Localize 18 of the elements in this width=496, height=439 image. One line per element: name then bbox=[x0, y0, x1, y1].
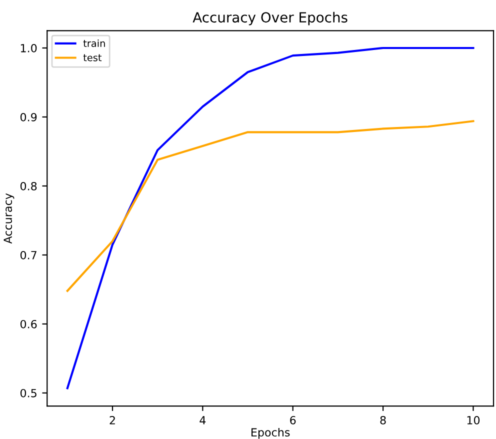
x-tick-label: 10 bbox=[467, 416, 480, 424]
y-axis-title: Accuracy bbox=[4, 193, 14, 244]
x-tick-label: 8 bbox=[380, 416, 386, 424]
chart-title: Accuracy Over Epochs bbox=[192, 12, 348, 26]
x-tick-label: 2 bbox=[110, 416, 115, 424]
line-series bbox=[66, 120, 474, 292]
x-axis-title: Epochs bbox=[252, 428, 290, 439]
y-tick-label: 0.7 bbox=[20, 250, 36, 260]
y-tick-label: 1.0 bbox=[20, 44, 37, 52]
y-tick-label: 0.9 bbox=[20, 112, 37, 122]
legend-label: test bbox=[83, 54, 102, 62]
legend-label: train bbox=[83, 39, 105, 48]
line-series bbox=[66, 46, 474, 390]
x-tick-label: 6 bbox=[290, 416, 296, 424]
y-tick-label: 0.6 bbox=[20, 320, 37, 328]
y-tick-label: 0.8 bbox=[20, 182, 37, 190]
x-tick-label: 4 bbox=[200, 416, 206, 424]
y-tick-label: 0.5 bbox=[20, 388, 36, 398]
